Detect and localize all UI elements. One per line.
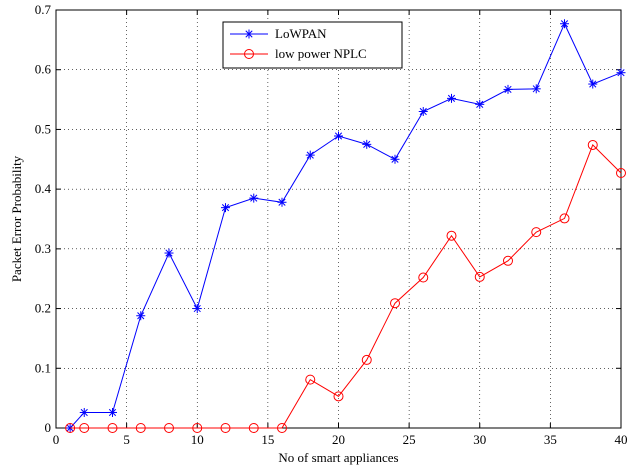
y-tick-label: 0.7 — [35, 2, 52, 17]
series-0 — [65, 19, 626, 433]
plot-background — [56, 10, 621, 428]
x-tick-label: 10 — [191, 432, 204, 447]
data-point — [588, 79, 598, 89]
data-point — [560, 19, 569, 29]
axes: 0 5 10 15 20 25 30 35 40 0 0.1 0.2 0.3 0.4 0.5 0.6 0.7 — [35, 2, 628, 447]
x-tick-label: 5 — [123, 432, 130, 447]
data-point — [390, 154, 400, 164]
data-point — [164, 248, 174, 258]
data-point — [164, 423, 174, 433]
legend-box — [222, 21, 403, 69]
data-point — [277, 423, 287, 433]
y-tick-label: 0.4 — [35, 181, 52, 196]
data-point — [446, 230, 457, 241]
data-point — [192, 304, 202, 314]
legend-entry: LoWPAN — [230, 26, 327, 41]
x-tick-label: 30 — [473, 432, 486, 447]
y-tick-label: 0.5 — [35, 121, 51, 136]
data-point — [107, 423, 118, 433]
y-tick-label: 0.6 — [35, 62, 52, 77]
x-tick-label: 0 — [53, 432, 60, 447]
legend-label: low power NPLC — [275, 46, 367, 61]
data-point — [136, 311, 146, 321]
legend-label: LoWPAN — [275, 26, 327, 41]
data-point — [475, 99, 485, 109]
data-point — [79, 423, 90, 433]
data-point — [587, 139, 598, 150]
x-tick-label: 40 — [615, 432, 628, 447]
data-point — [559, 213, 570, 224]
data-point — [305, 374, 316, 385]
y-axis-label: Packet Error Probability — [9, 155, 24, 282]
data-point — [531, 227, 542, 238]
data-point — [192, 423, 203, 433]
y-tick-label: 0.3 — [35, 241, 51, 256]
legend-marker — [244, 49, 254, 59]
data-point — [135, 423, 146, 433]
series-layer — [65, 19, 626, 433]
legend-entry: low power NPLC — [230, 46, 367, 61]
data-point — [221, 203, 230, 213]
x-axis-label: No of smart appliances — [278, 450, 398, 465]
data-point — [65, 423, 76, 433]
data-point — [503, 84, 513, 94]
data-point — [79, 407, 89, 417]
x-tick-label: 20 — [332, 432, 345, 447]
y-tick-label: 0 — [45, 420, 52, 435]
legend-marker — [244, 29, 254, 39]
data-point — [616, 68, 626, 78]
y-tick-label: 0.2 — [35, 301, 51, 316]
data-point — [447, 93, 456, 103]
data-point — [248, 423, 259, 433]
data-point — [418, 107, 428, 117]
data-point — [249, 193, 259, 203]
x-tick-label: 25 — [403, 432, 416, 447]
data-point — [503, 255, 513, 266]
data-point — [362, 139, 372, 149]
x-tick-label: 35 — [544, 432, 557, 447]
data-point — [616, 168, 626, 179]
data-point — [474, 271, 485, 282]
data-point — [108, 407, 117, 417]
data-point — [361, 354, 372, 365]
data-point — [390, 298, 400, 309]
data-point — [334, 131, 343, 141]
data-point — [305, 150, 315, 160]
legend: LoWPAN low power NPLC — [222, 21, 403, 69]
data-point — [333, 391, 344, 402]
data-point — [220, 423, 231, 433]
data-point — [418, 272, 429, 283]
data-point — [531, 84, 541, 94]
series-1 — [65, 139, 626, 433]
x-tick-label: 15 — [261, 432, 274, 447]
data-point — [277, 197, 287, 207]
series-line — [70, 144, 622, 429]
grid-lines — [56, 10, 621, 428]
y-tick-label: 0.1 — [35, 360, 51, 375]
